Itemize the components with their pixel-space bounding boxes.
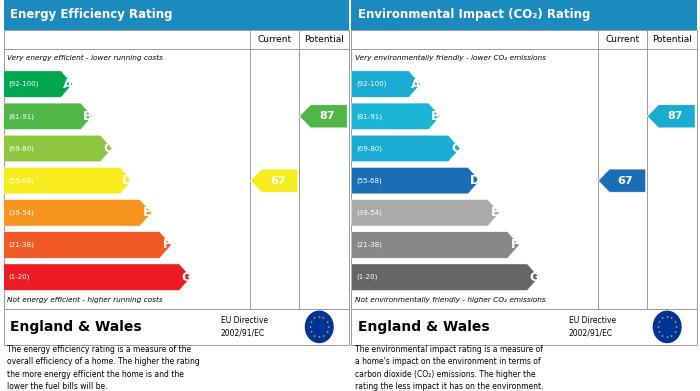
- Text: Not environmentally friendly - higher CO₂ emissions: Not environmentally friendly - higher CO…: [355, 297, 545, 303]
- Polygon shape: [351, 264, 539, 291]
- Text: ★: ★: [658, 320, 661, 324]
- Text: Potential: Potential: [652, 35, 692, 44]
- Text: G: G: [181, 271, 192, 283]
- Text: (69-80): (69-80): [8, 145, 35, 152]
- Text: England & Wales: England & Wales: [358, 320, 490, 334]
- Polygon shape: [598, 169, 646, 192]
- Text: ★: ★: [661, 334, 664, 338]
- Bar: [351, 0, 696, 30]
- Text: B: B: [431, 110, 440, 123]
- Text: ★: ★: [661, 316, 664, 320]
- Text: F: F: [162, 239, 171, 251]
- Text: (92-100): (92-100): [356, 81, 387, 87]
- Polygon shape: [4, 200, 151, 226]
- Text: C: C: [103, 142, 112, 155]
- Text: Very energy efficient - lower running costs: Very energy efficient - lower running co…: [7, 55, 163, 61]
- Text: A: A: [412, 78, 421, 91]
- Text: Current: Current: [606, 35, 640, 44]
- Polygon shape: [4, 167, 132, 194]
- Text: ★: ★: [670, 316, 673, 320]
- Polygon shape: [4, 103, 92, 129]
- Circle shape: [305, 311, 333, 343]
- Text: ★: ★: [666, 315, 668, 319]
- Polygon shape: [351, 135, 460, 161]
- Polygon shape: [4, 71, 73, 97]
- Polygon shape: [648, 105, 695, 128]
- Text: D: D: [470, 174, 480, 187]
- Text: ★: ★: [657, 325, 660, 329]
- Text: Environmental Impact (CO₂) Rating: Environmental Impact (CO₂) Rating: [358, 8, 591, 22]
- Text: B: B: [83, 110, 92, 123]
- Bar: [351, 30, 696, 309]
- Text: (39-54): (39-54): [8, 210, 34, 216]
- Polygon shape: [4, 135, 112, 161]
- Text: A: A: [64, 78, 73, 91]
- Text: ★: ★: [327, 325, 330, 329]
- Text: (81-91): (81-91): [8, 113, 35, 120]
- Text: The environmental impact rating is a measure of
a home's impact on the environme: The environmental impact rating is a mea…: [355, 345, 543, 391]
- Text: (55-68): (55-68): [8, 178, 34, 184]
- Polygon shape: [351, 167, 480, 194]
- Polygon shape: [351, 232, 519, 258]
- Text: ★: ★: [322, 316, 326, 320]
- Text: D: D: [122, 174, 132, 187]
- Text: (21-38): (21-38): [356, 242, 382, 248]
- Polygon shape: [4, 232, 172, 258]
- Bar: [4, 0, 349, 30]
- Text: The energy efficiency rating is a measure of the
overall efficiency of a home. T: The energy efficiency rating is a measur…: [7, 345, 199, 391]
- Text: (55-68): (55-68): [356, 178, 382, 184]
- Text: ★: ★: [673, 330, 676, 334]
- Text: ★: ★: [310, 320, 313, 324]
- Text: 67: 67: [270, 176, 286, 186]
- Text: (92-100): (92-100): [8, 81, 39, 87]
- Bar: [4, 30, 349, 309]
- Text: (69-80): (69-80): [356, 145, 383, 152]
- Text: C: C: [451, 142, 460, 155]
- Text: Energy Efficiency Rating: Energy Efficiency Rating: [10, 8, 173, 22]
- Text: (81-91): (81-91): [356, 113, 383, 120]
- Polygon shape: [351, 71, 421, 97]
- Text: G: G: [529, 271, 540, 283]
- Text: ★: ★: [310, 330, 313, 334]
- Text: 67: 67: [617, 176, 634, 186]
- Text: EU Directive
2002/91/EC: EU Directive 2002/91/EC: [221, 316, 268, 337]
- Text: ★: ★: [309, 325, 312, 329]
- Text: ★: ★: [318, 315, 321, 319]
- Text: ★: ★: [322, 334, 326, 338]
- Text: Very environmentally friendly - lower CO₂ emissions: Very environmentally friendly - lower CO…: [355, 55, 546, 61]
- Text: ★: ★: [318, 335, 321, 339]
- Text: Current: Current: [258, 35, 292, 44]
- Text: 87: 87: [319, 111, 335, 121]
- Text: (39-54): (39-54): [356, 210, 382, 216]
- Text: E: E: [143, 206, 151, 219]
- Text: ★: ★: [313, 334, 316, 338]
- Text: ★: ★: [675, 325, 678, 329]
- Text: 87: 87: [667, 111, 682, 121]
- Text: (1-20): (1-20): [8, 274, 30, 280]
- Text: (1-20): (1-20): [356, 274, 378, 280]
- Circle shape: [653, 311, 681, 343]
- Text: F: F: [510, 239, 519, 251]
- Text: (21-38): (21-38): [8, 242, 34, 248]
- Bar: [351, 309, 696, 345]
- Text: ★: ★: [673, 320, 676, 324]
- Polygon shape: [4, 264, 191, 291]
- Polygon shape: [250, 169, 298, 192]
- Polygon shape: [351, 200, 499, 226]
- Text: ★: ★: [666, 335, 668, 339]
- Text: ★: ★: [658, 330, 661, 334]
- Text: ★: ★: [326, 320, 328, 324]
- Text: E: E: [491, 206, 499, 219]
- Text: Not energy efficient - higher running costs: Not energy efficient - higher running co…: [7, 297, 162, 303]
- Text: ★: ★: [670, 334, 673, 338]
- Text: ★: ★: [326, 330, 328, 334]
- Bar: [4, 309, 349, 345]
- Text: ★: ★: [313, 316, 316, 320]
- Text: EU Directive
2002/91/EC: EU Directive 2002/91/EC: [569, 316, 616, 337]
- Polygon shape: [351, 103, 440, 129]
- Text: England & Wales: England & Wales: [10, 320, 142, 334]
- Text: Potential: Potential: [304, 35, 344, 44]
- Polygon shape: [300, 105, 347, 128]
